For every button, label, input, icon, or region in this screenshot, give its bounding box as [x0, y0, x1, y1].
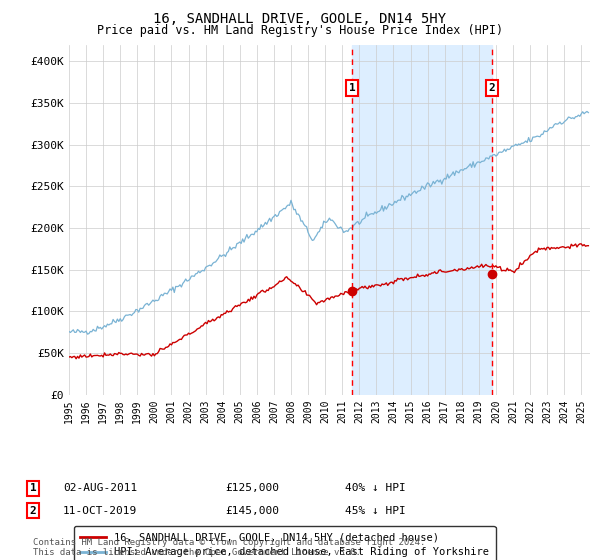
Text: 1: 1 [29, 483, 37, 493]
Text: 40% ↓ HPI: 40% ↓ HPI [345, 483, 406, 493]
Text: £145,000: £145,000 [225, 506, 279, 516]
Legend: 16, SANDHALL DRIVE, GOOLE, DN14 5HY (detached house), HPI: Average price, detach: 16, SANDHALL DRIVE, GOOLE, DN14 5HY (det… [74, 526, 496, 560]
Text: 2: 2 [489, 83, 496, 93]
Text: £125,000: £125,000 [225, 483, 279, 493]
Text: Price paid vs. HM Land Registry's House Price Index (HPI): Price paid vs. HM Land Registry's House … [97, 24, 503, 37]
Bar [352, 45, 492, 395]
Text: 2: 2 [29, 506, 37, 516]
Text: 16, SANDHALL DRIVE, GOOLE, DN14 5HY: 16, SANDHALL DRIVE, GOOLE, DN14 5HY [154, 12, 446, 26]
Text: Contains HM Land Registry data © Crown copyright and database right 2024.
This d: Contains HM Land Registry data © Crown c… [33, 538, 425, 557]
Text: 45% ↓ HPI: 45% ↓ HPI [345, 506, 406, 516]
Text: 11-OCT-2019: 11-OCT-2019 [63, 506, 137, 516]
Text: 02-AUG-2011: 02-AUG-2011 [63, 483, 137, 493]
Text: 1: 1 [349, 83, 355, 93]
